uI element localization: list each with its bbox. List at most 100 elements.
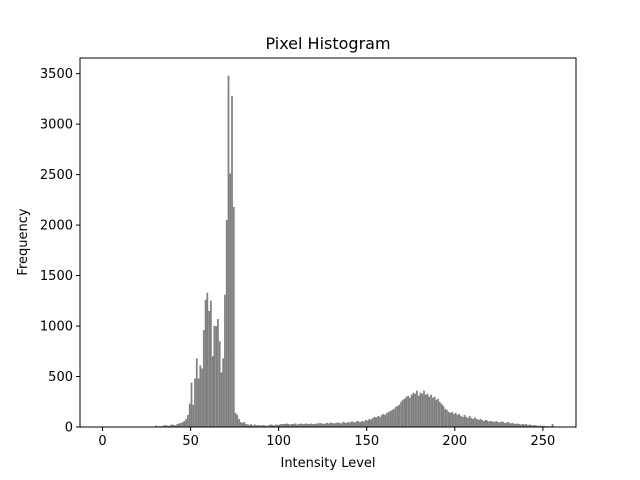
y-tick-label: 3000 — [40, 118, 73, 133]
bar — [528, 424, 531, 427]
bar — [423, 390, 425, 427]
bar — [354, 422, 357, 427]
bar — [238, 418, 240, 427]
bar — [518, 423, 520, 427]
bar — [417, 395, 420, 427]
bar — [195, 358, 198, 427]
bar — [299, 423, 302, 427]
bar — [391, 409, 394, 427]
bar — [308, 423, 311, 427]
axes-frame — [79, 57, 577, 428]
bar — [180, 422, 182, 427]
y-tick-label: 3500 — [40, 67, 73, 82]
bar — [328, 423, 330, 427]
bar — [185, 418, 188, 427]
bar — [296, 424, 299, 427]
bar — [155, 425, 158, 427]
bar — [405, 396, 408, 427]
bar — [331, 422, 334, 427]
x-axis-label: Intensity Level — [280, 456, 375, 471]
bar — [546, 425, 549, 427]
bar — [410, 394, 413, 427]
bar — [310, 423, 313, 427]
bar — [393, 408, 395, 427]
bar — [431, 397, 434, 427]
bar — [215, 326, 218, 427]
bar — [389, 410, 392, 427]
bar — [514, 423, 517, 427]
bar — [479, 418, 482, 427]
bar — [227, 75, 230, 428]
bar — [523, 424, 526, 427]
bar — [285, 423, 288, 427]
bar — [512, 423, 515, 427]
bar — [509, 423, 512, 427]
bar — [222, 358, 225, 427]
bar — [534, 424, 536, 427]
bar — [416, 390, 418, 427]
x-tick-label: 200 — [442, 434, 467, 449]
bar — [231, 95, 233, 427]
bar — [324, 423, 327, 427]
bar — [224, 294, 226, 427]
bar — [345, 422, 348, 427]
bar — [190, 382, 193, 427]
bar — [430, 394, 432, 427]
bar — [211, 356, 214, 427]
bar — [283, 423, 286, 427]
bar — [372, 417, 374, 427]
bar — [217, 318, 219, 427]
bar — [218, 341, 221, 427]
bar — [495, 420, 498, 427]
bar — [537, 425, 540, 427]
bar — [368, 418, 371, 427]
bar — [401, 399, 404, 427]
bar — [158, 425, 161, 427]
bar — [486, 420, 489, 427]
bar — [373, 416, 376, 427]
bar — [440, 403, 443, 427]
bar — [250, 423, 253, 427]
bar — [342, 421, 344, 427]
bar — [298, 423, 300, 427]
y-axis-label: Frequency — [16, 208, 31, 275]
bar — [349, 422, 351, 427]
bar — [252, 425, 255, 427]
bar — [289, 424, 292, 427]
bar — [380, 414, 383, 427]
bar — [359, 421, 362, 427]
bar — [511, 422, 513, 427]
bar — [276, 424, 279, 427]
bar — [220, 372, 223, 427]
bar — [187, 414, 189, 427]
bar — [243, 421, 246, 427]
x-tick-label: 50 — [182, 434, 199, 449]
y-tick-label: 2000 — [40, 219, 73, 234]
y-tick-label: 1000 — [40, 320, 73, 335]
bar — [444, 408, 447, 427]
bar — [491, 421, 494, 427]
bar — [194, 378, 196, 427]
bar — [343, 422, 346, 427]
bar — [178, 423, 181, 427]
bar — [268, 424, 270, 427]
bar — [347, 421, 350, 427]
bar — [532, 425, 535, 427]
x-tick-label: 100 — [266, 434, 291, 449]
bar — [454, 412, 457, 427]
bar — [382, 413, 385, 427]
bar — [463, 414, 466, 427]
bar — [456, 414, 459, 427]
bar — [245, 423, 247, 427]
bar — [356, 420, 358, 427]
bar — [202, 330, 205, 427]
bar — [352, 421, 355, 427]
bar — [164, 424, 166, 427]
bar — [294, 423, 297, 427]
bar — [306, 423, 309, 427]
bar — [505, 422, 508, 427]
bar — [460, 415, 462, 427]
bar — [539, 425, 542, 427]
bar — [484, 419, 487, 427]
